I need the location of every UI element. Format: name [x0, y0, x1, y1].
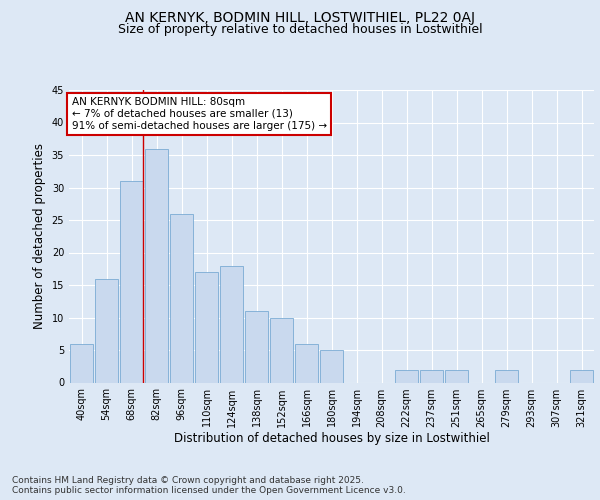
Bar — [119, 181, 143, 382]
Bar — [269, 318, 293, 382]
Bar — [245, 311, 268, 382]
Bar — [569, 370, 593, 382]
Bar — [494, 370, 518, 382]
Text: Contains HM Land Registry data © Crown copyright and database right 2025.
Contai: Contains HM Land Registry data © Crown c… — [12, 476, 406, 495]
Bar — [295, 344, 319, 382]
X-axis label: Distribution of detached houses by size in Lostwithiel: Distribution of detached houses by size … — [173, 432, 490, 446]
Bar — [320, 350, 343, 382]
Text: AN KERNYK BODMIN HILL: 80sqm
← 7% of detached houses are smaller (13)
91% of sem: AN KERNYK BODMIN HILL: 80sqm ← 7% of det… — [71, 98, 327, 130]
Y-axis label: Number of detached properties: Number of detached properties — [33, 143, 46, 329]
Bar — [70, 344, 94, 382]
Bar — [419, 370, 443, 382]
Bar — [445, 370, 469, 382]
Bar — [170, 214, 193, 382]
Text: Size of property relative to detached houses in Lostwithiel: Size of property relative to detached ho… — [118, 22, 482, 36]
Bar — [95, 278, 118, 382]
Bar — [395, 370, 418, 382]
Bar — [220, 266, 244, 382]
Text: AN KERNYK, BODMIN HILL, LOSTWITHIEL, PL22 0AJ: AN KERNYK, BODMIN HILL, LOSTWITHIEL, PL2… — [125, 11, 475, 25]
Bar — [145, 148, 169, 382]
Bar — [194, 272, 218, 382]
